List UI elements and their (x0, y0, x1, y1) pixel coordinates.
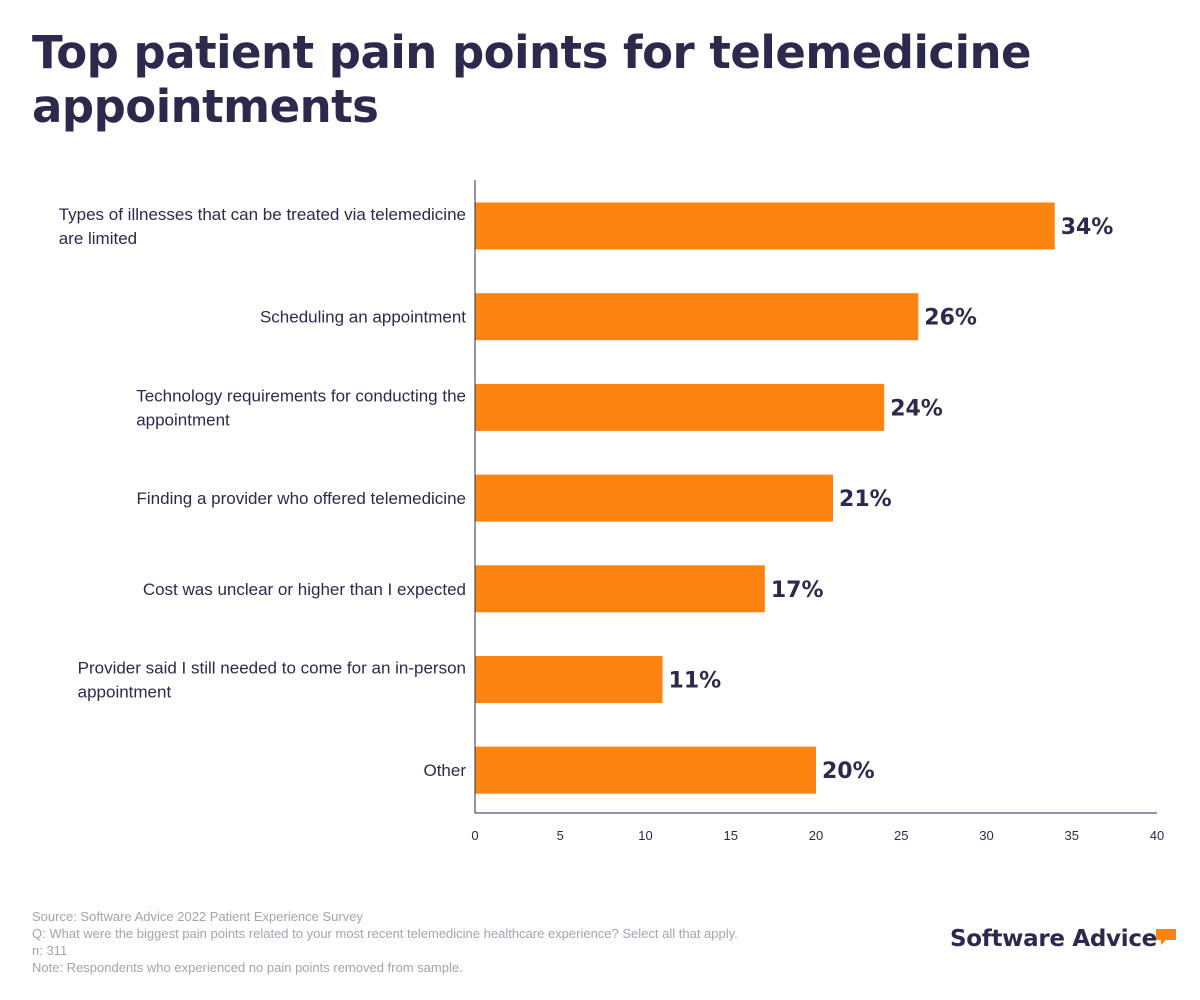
bar-3 (475, 383, 885, 431)
footer-note: Note: Respondents who experienced no pai… (32, 960, 463, 975)
x-tick-label-40: 40 (1150, 828, 1164, 843)
footer-question: Q: What were the biggest pain points rel… (32, 926, 738, 941)
value-label-3: 24% (890, 396, 943, 421)
bar-6 (475, 656, 663, 703)
value-label-2: 26% (924, 306, 977, 331)
value-label-5: 17% (771, 578, 824, 603)
value-label-1: 34% (1061, 215, 1114, 240)
x-tick-label-35: 35 (1065, 828, 1079, 843)
x-tick-label-15: 15 (724, 828, 738, 843)
category-label-line: Finding a provider who offered telemedic… (137, 489, 467, 508)
category-label-line: Technology requirements for conducting t… (136, 386, 466, 405)
bar-5 (475, 565, 765, 613)
value-label-4: 21% (839, 487, 892, 512)
bar-2 (475, 293, 919, 341)
footer-sample-size: n: 311 (32, 943, 68, 958)
category-label-7: Other (423, 761, 466, 780)
bar-7 (475, 746, 816, 794)
value-label-7: 20% (822, 759, 875, 784)
category-label-1: Types of illnesses that can be treated v… (59, 205, 466, 248)
value-label-6: 11% (669, 669, 722, 694)
bar-4 (475, 474, 834, 522)
category-label-3: Technology requirements for conducting t… (136, 386, 466, 429)
category-label-4: Finding a provider who offered telemedic… (137, 489, 467, 508)
category-label-2: Scheduling an appointment (260, 308, 466, 327)
brand-logo: Software Advice (950, 926, 1176, 960)
x-tick-label-10: 10 (638, 828, 652, 843)
category-label-line: appointment (78, 683, 172, 702)
category-label-line: Cost was unclear or higher than I expect… (143, 580, 466, 599)
category-label-6: Provider said I still needed to come for… (78, 659, 466, 702)
category-label-line: Types of illnesses that can be treated v… (59, 205, 466, 224)
chart-footer: Source: Software Advice 2022 Patient Exp… (32, 908, 852, 976)
x-tick-label-20: 20 (809, 828, 823, 843)
bar-chart: 34% Types of illnesses that can be treate… (59, 180, 1164, 843)
category-label-line: Scheduling an appointment (260, 308, 466, 327)
category-label-line: appointment (136, 410, 230, 429)
brand-name: Software Advice (950, 926, 1157, 952)
x-tick-label-25: 25 (894, 828, 908, 843)
category-label-line: are limited (59, 229, 137, 248)
category-label-line: Provider said I still needed to come for… (78, 659, 466, 678)
footer-source: Source: Software Advice 2022 Patient Exp… (32, 909, 363, 924)
bar-1 (475, 202, 1055, 250)
category-label-line: Other (423, 761, 466, 780)
category-label-5: Cost was unclear or higher than I expect… (143, 580, 466, 599)
chart-title: Top patient pain points for telemedicine… (32, 26, 1032, 133)
x-tick-label-30: 30 (979, 828, 993, 843)
x-tick-label-5: 5 (557, 828, 564, 843)
x-tick-label-0: 0 (471, 828, 478, 843)
speech-bubble-icon (1156, 929, 1176, 945)
